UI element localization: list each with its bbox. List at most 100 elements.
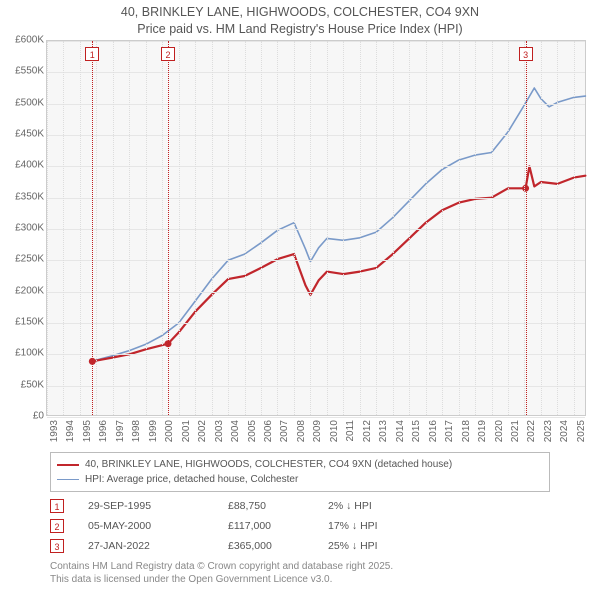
sales-date: 27-JAN-2022 [88, 540, 228, 552]
gridline-x [327, 41, 328, 415]
xtick-label: 2001 [181, 420, 192, 442]
sale-event-marker: 1 [85, 47, 99, 61]
ytick-label: £200K [8, 285, 44, 296]
footnote-line-1: Contains HM Land Registry data © Crown c… [50, 560, 393, 573]
series-line-hpi [92, 88, 585, 361]
gridline-x [63, 41, 64, 415]
ytick-label: £500K [8, 97, 44, 108]
xtick-label: 2019 [477, 420, 488, 442]
gridline-x [310, 41, 311, 415]
gridline-x [442, 41, 443, 415]
xtick-label: 2006 [263, 420, 274, 442]
gridline-y [47, 72, 585, 73]
gridline-y [47, 166, 585, 167]
legend-swatch-property [57, 464, 79, 466]
gridline-x [574, 41, 575, 415]
xtick-label: 1998 [131, 420, 142, 442]
sales-delta: 25% ↓ HPI [328, 540, 428, 552]
ytick-label: £250K [8, 254, 44, 265]
gridline-x [376, 41, 377, 415]
xtick-label: 2008 [296, 420, 307, 442]
ytick-label: £450K [8, 129, 44, 140]
ytick-label: £350K [8, 191, 44, 202]
ytick-label: £400K [8, 160, 44, 171]
gridline-y [47, 260, 585, 261]
xtick-label: 2021 [510, 420, 521, 442]
sale-event-line [526, 41, 527, 415]
sales-index: 3 [50, 539, 64, 553]
gridline-x [409, 41, 410, 415]
xtick-label: 1995 [82, 420, 93, 442]
gridline-x [113, 41, 114, 415]
sale-event-marker: 3 [519, 47, 533, 61]
gridline-x [459, 41, 460, 415]
sales-row: 129-SEP-1995£88,7502% ↓ HPI [50, 496, 428, 516]
xtick-label: 2014 [395, 420, 406, 442]
gridline-x [146, 41, 147, 415]
xtick-label: 2022 [526, 420, 537, 442]
gridline-x [80, 41, 81, 415]
xtick-label: 2009 [312, 420, 323, 442]
gridline-x [492, 41, 493, 415]
gridline-x [212, 41, 213, 415]
gridline-y [47, 417, 585, 418]
xtick-label: 2000 [164, 420, 175, 442]
xtick-label: 2004 [230, 420, 241, 442]
xtick-label: 1994 [65, 420, 76, 442]
xtick-label: 2010 [329, 420, 340, 442]
chart-title: 40, BRINKLEY LANE, HIGHWOODS, COLCHESTER… [0, 0, 600, 38]
sales-price: £365,000 [228, 540, 328, 552]
xtick-label: 2016 [428, 420, 439, 442]
xtick-label: 2024 [559, 420, 570, 442]
gridline-x [393, 41, 394, 415]
xtick-label: 2013 [378, 420, 389, 442]
sales-delta: 17% ↓ HPI [328, 520, 428, 532]
gridline-x [245, 41, 246, 415]
ytick-label: £0 [8, 411, 44, 422]
title-line-2: Price paid vs. HM Land Registry's House … [0, 21, 600, 38]
gridline-y [47, 323, 585, 324]
xtick-label: 2005 [247, 420, 258, 442]
legend-label-hpi: HPI: Average price, detached house, Colc… [85, 472, 298, 487]
footnote-line-2: This data is licensed under the Open Gov… [50, 573, 393, 586]
xtick-label: 2023 [543, 420, 554, 442]
gridline-x [508, 41, 509, 415]
xtick-label: 2015 [411, 420, 422, 442]
sales-index: 2 [50, 519, 64, 533]
gridline-x [294, 41, 295, 415]
footnote: Contains HM Land Registry data © Crown c… [50, 560, 393, 586]
gridline-x [343, 41, 344, 415]
sale-event-marker: 2 [161, 47, 175, 61]
gridline-x [475, 41, 476, 415]
gridline-y [47, 292, 585, 293]
gridline-x [557, 41, 558, 415]
legend: 40, BRINKLEY LANE, HIGHWOODS, COLCHESTER… [50, 452, 550, 492]
legend-item-property: 40, BRINKLEY LANE, HIGHWOODS, COLCHESTER… [57, 457, 543, 472]
gridline-y [47, 198, 585, 199]
sales-date: 29-SEP-1995 [88, 500, 228, 512]
xtick-label: 1999 [148, 420, 159, 442]
gridline-y [47, 354, 585, 355]
sales-price: £117,000 [228, 520, 328, 532]
sales-row: 3 27-JAN-2022£365,00025% ↓ HPI [50, 536, 428, 556]
sales-index: 1 [50, 499, 64, 513]
gridline-x [426, 41, 427, 415]
ytick-label: £550K [8, 66, 44, 77]
gridline-x [179, 41, 180, 415]
gridline-y [47, 386, 585, 387]
xtick-label: 2017 [444, 420, 455, 442]
ytick-label: £300K [8, 223, 44, 234]
gridline-x [47, 41, 48, 415]
title-line-1: 40, BRINKLEY LANE, HIGHWOODS, COLCHESTER… [0, 4, 600, 21]
sales-date: 05-MAY-2000 [88, 520, 228, 532]
chart: 123 £0£50K£100K£150K£200K£250K£300K£350K… [8, 40, 592, 440]
ytick-label: £600K [8, 35, 44, 46]
gridline-y [47, 41, 585, 42]
gridline-x [96, 41, 97, 415]
gridline-x [195, 41, 196, 415]
xtick-label: 1997 [115, 420, 126, 442]
xtick-label: 2025 [576, 420, 587, 442]
gridline-x [261, 41, 262, 415]
xtick-label: 2003 [214, 420, 225, 442]
gridline-x [129, 41, 130, 415]
